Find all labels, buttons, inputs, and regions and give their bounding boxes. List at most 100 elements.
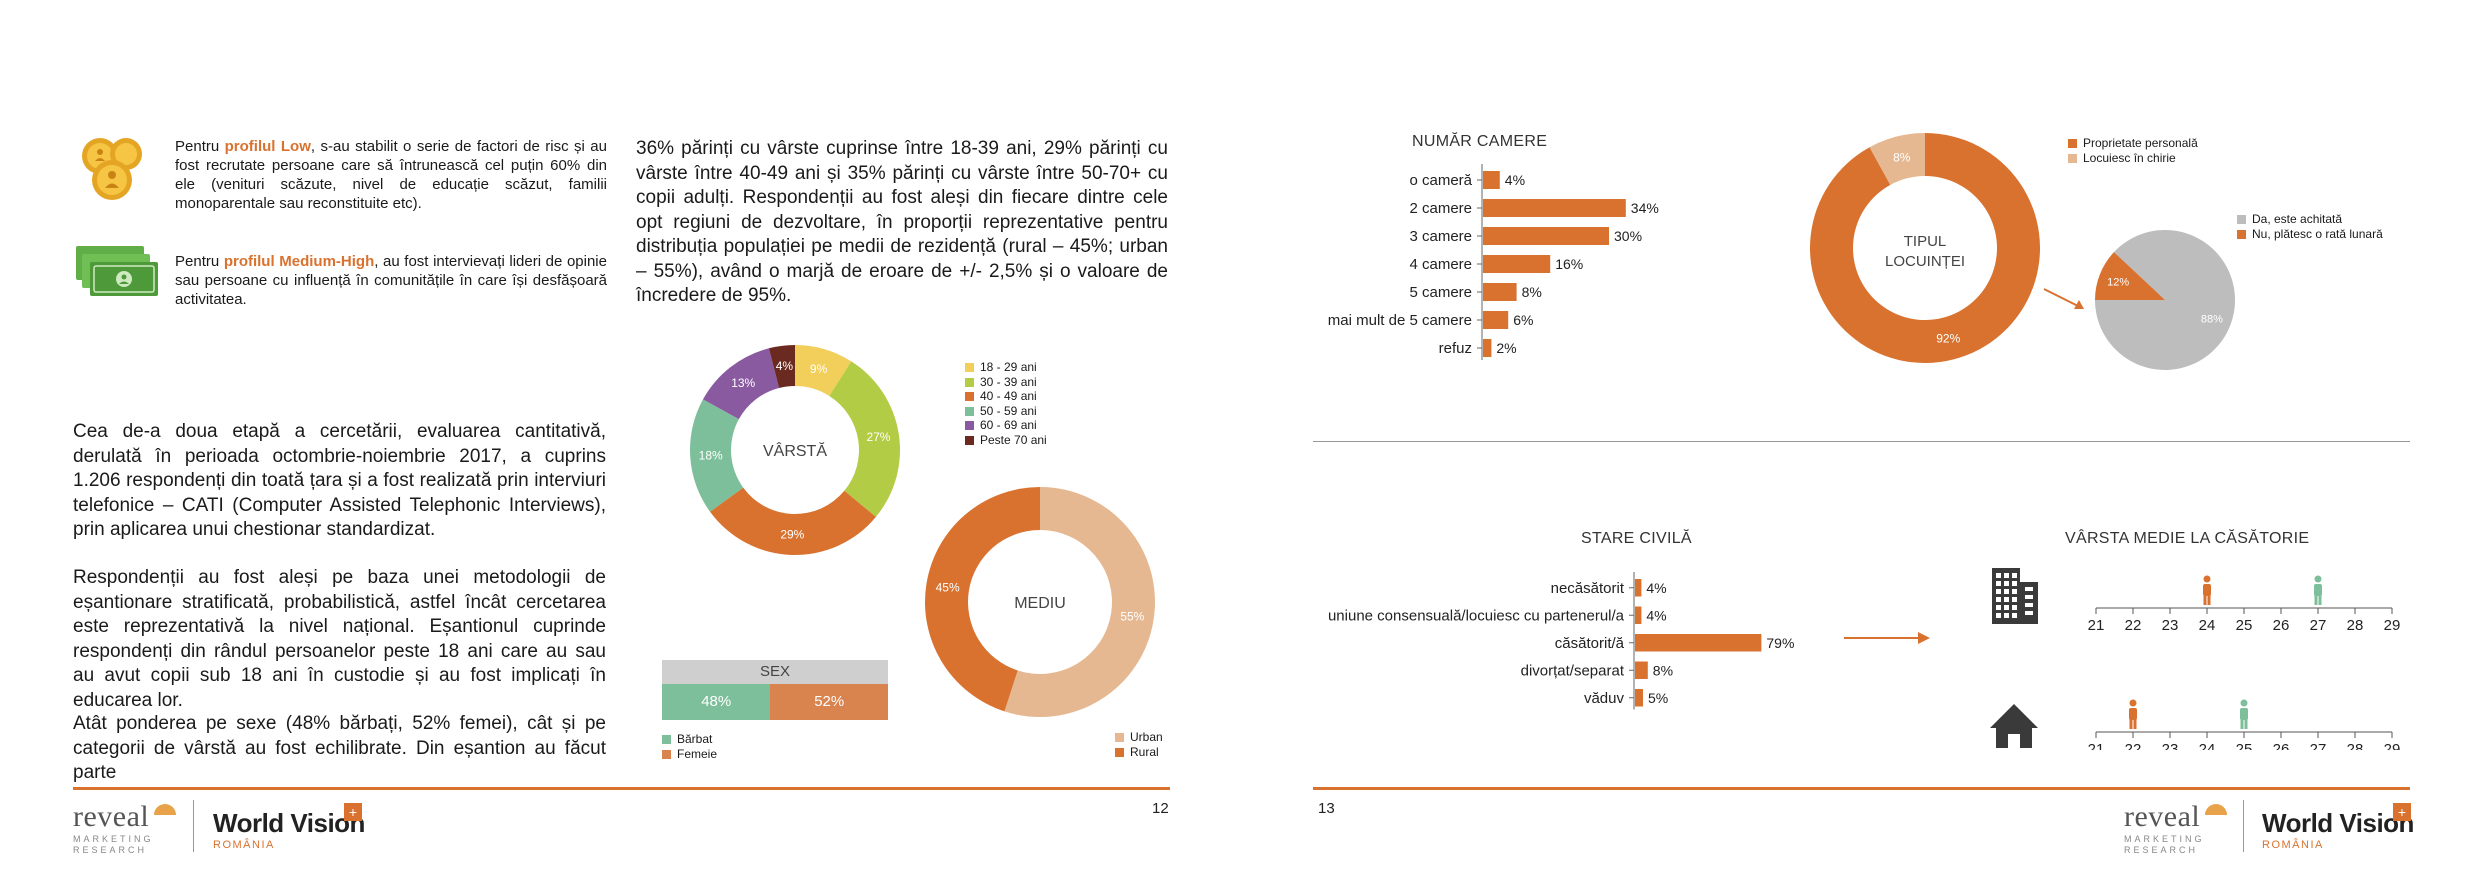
world-vision-star-icon-right: + <box>2393 803 2411 821</box>
housing-center-label: LOCUINȚEI <box>1885 253 1965 270</box>
residence-legend-swatch <box>1115 747 1124 757</box>
reveal-logo-sub2-right: RESEARCH <box>2124 845 2199 855</box>
logo-divider-right <box>2243 800 2244 852</box>
world-vision-logo-sub-right: ROMÂNIA <box>2262 839 2324 851</box>
age-legend-swatch <box>965 363 974 372</box>
housing-donut-chart: 92% 8% TIPUL LOCUINȚEI <box>1810 133 2040 364</box>
age-legend-item: 60 - 69 ani <box>965 418 1047 433</box>
sex-legend-label: Bărbat <box>677 732 713 746</box>
age-legend-label: 30 - 39 ani <box>980 374 1037 389</box>
methodology-paragraph-1: Cea de-a doua etapă a cercetării, evalua… <box>73 421 606 540</box>
civil-category: necăsătorit <box>1551 580 1625 597</box>
male-figure-icon <box>2240 699 2248 729</box>
coins-icon <box>72 134 152 204</box>
marriage-tick-label: 27 <box>2310 741 2327 750</box>
age-legend-swatch <box>965 435 974 445</box>
civil-category: divorțat/separat <box>1521 662 1625 679</box>
banknotes-icon <box>72 244 162 300</box>
age-slice-2 <box>710 487 876 555</box>
residence-legend-swatch <box>1115 733 1124 742</box>
residence-slice-1 <box>925 487 1040 712</box>
ownership-legend-swatch <box>2237 215 2246 224</box>
age-label-1: 27% <box>866 430 890 444</box>
housing-slice-1 <box>1869 133 1925 185</box>
age-slice-4 <box>702 348 780 420</box>
marriage-tick-label: 26 <box>2273 617 2290 634</box>
residence-center-label: MEDIU <box>1014 595 1066 612</box>
age-label-2: 29% <box>780 527 804 541</box>
rooms-bar <box>1483 171 1500 189</box>
sex-legend-item: Bărbat <box>662 732 717 747</box>
rooms-bar-chart: o cameră 4% 2 camere 34% 3 camere 30% 4 camere… <box>1328 164 1659 360</box>
rooms-value-label: 8% <box>1522 284 1542 300</box>
ownership-legend-item: Da, este achitată <box>2237 212 2383 227</box>
ownership-label-0: 88% <box>2201 314 2223 326</box>
housing-legend-swatch <box>2068 139 2077 148</box>
age-label-4: 13% <box>731 376 755 390</box>
age-legend-item: 50 - 59 ani <box>965 404 1047 419</box>
residence-slice-0 <box>1004 487 1155 717</box>
reveal-logo-sub2: RESEARCH <box>73 845 148 855</box>
rooms-value-label: 30% <box>1614 228 1642 244</box>
rooms-value-label: 4% <box>1505 172 1525 188</box>
footer-line-left <box>73 787 1170 790</box>
ownership-legend-label: Nu, plătesc o rată lunară <box>2252 226 2383 241</box>
residence-legend: Urban Rural <box>1115 730 1163 759</box>
rooms-category: 5 camere <box>1409 284 1472 301</box>
civil-bar-chart: necăsătorit 4% uniune consensuală/locuiesc… <box>1328 572 1794 710</box>
sex-chart: SEX 48% 52% <box>662 660 888 720</box>
world-vision-logo-text: World Vision <box>213 808 365 838</box>
age-legend-item: Peste 70 ani <box>965 433 1047 448</box>
housing-legend-label: Proprietate personală <box>2083 136 2198 150</box>
age-legend-label: Peste 70 ani <box>980 432 1047 447</box>
sex-legend-label: Femeie <box>677 746 718 761</box>
marriage-age-chart: 21 22 23 24 25 26 27 28 29 21 22 23 24 25 26 27 28 29 <box>1990 568 2400 750</box>
reveal-logo-sub1: MARKETING <box>73 834 154 844</box>
logo-divider-left <box>193 800 194 852</box>
age-legend-label: 50 - 59 ani <box>980 403 1037 418</box>
reveal-logo-right: reveal MARKETING RESEARCH <box>2124 800 2234 856</box>
housing-slice-0 <box>1810 133 2040 364</box>
age-center-label: VÂRSTĂ <box>763 441 827 460</box>
rooms-value-label: 2% <box>1496 340 1516 356</box>
ownership-legend: Da, este achitată Nu, plătesc o rată luna… <box>2237 212 2383 241</box>
rooms-value-label: 16% <box>1555 256 1583 272</box>
reveal-logo-sub1-right: MARKETING <box>2124 834 2205 844</box>
rooms-category: 4 camere <box>1409 256 1472 273</box>
marriage-tick-label: 23 <box>2162 617 2179 634</box>
marriage-tick-label: 24 <box>2199 617 2216 634</box>
housing-legend-item: Locuiesc în chirie <box>2068 151 2198 166</box>
reveal-logo-text: reveal <box>73 800 150 833</box>
world-vision-logo-right: World Vision ROMÂNIA <box>2262 808 2414 851</box>
ownership-label-1: 12% <box>2107 276 2129 288</box>
profile-low-text: Pentru profilul Low, s-au stabilit o ser… <box>175 138 607 212</box>
world-vision-star-icon: + <box>344 803 362 821</box>
civil-category: căsătorit/ă <box>1555 635 1625 652</box>
reveal-logo-text-right: reveal <box>2124 800 2201 833</box>
housing-legend: Proprietate personală Locuiesc în chirie <box>2068 136 2198 165</box>
ownership-legend-swatch <box>2237 229 2246 239</box>
rooms-value-label: 6% <box>1513 312 1533 328</box>
residence-label-1: 45% <box>936 580 960 594</box>
age-label-3: 18% <box>699 448 723 462</box>
housing-center-label: TIPUL <box>1904 233 1947 250</box>
female-figure-icon <box>2203 575 2211 605</box>
civil-chart-title: STARE CIVILĂ <box>1581 530 1692 547</box>
civil-value-label: 5% <box>1648 690 1668 706</box>
residence-legend-label: Urban <box>1130 730 1163 744</box>
residence-donut-chart: 55% 45% MEDIU <box>925 487 1155 717</box>
civil-value-label: 4% <box>1646 607 1666 623</box>
sex-bar-segment: 52% <box>770 684 888 720</box>
civil-bar <box>1635 579 1642 597</box>
reveal-sun-icon-right <box>2205 804 2227 815</box>
age-legend: 18 - 29 ani 30 - 39 ani 40 - 49 ani 50 - 59… <box>965 360 1047 448</box>
civil-bar <box>1635 661 1648 679</box>
sex-legend: Bărbat Femeie <box>662 732 717 761</box>
residence-label-0: 55% <box>1120 610 1144 624</box>
rooms-bar <box>1483 283 1517 301</box>
female-figure-icon <box>2129 699 2137 729</box>
rooms-value-label: 34% <box>1631 200 1659 216</box>
age-legend-label: 60 - 69 ani <box>980 418 1037 433</box>
methodology-paragraph-3: Atât ponderea pe sexe (48% bărbați, 52% … <box>73 713 606 783</box>
sample-description-paragraph: 36% părinți cu vârste cuprinse între 18-… <box>636 138 1168 306</box>
